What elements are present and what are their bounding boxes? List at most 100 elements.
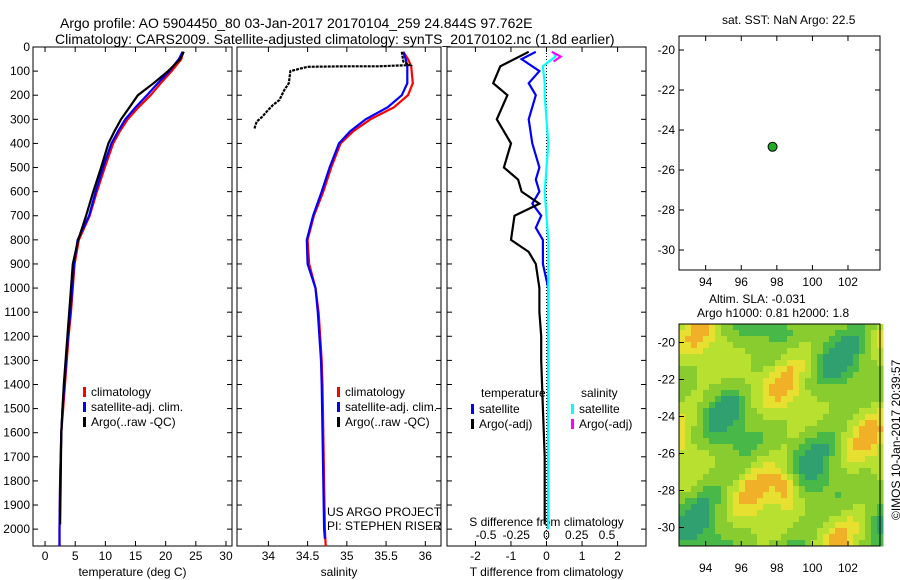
- heatmap-cell: [751, 420, 758, 427]
- heatmap-cell: [769, 534, 776, 541]
- heatmap-cell: [685, 438, 692, 445]
- heatmap-cell: [781, 420, 788, 427]
- heatmap-cell: [835, 414, 842, 421]
- heatmap-cell: [697, 474, 704, 481]
- legend-swatch: [471, 404, 474, 414]
- heatmap-cell: [757, 528, 764, 535]
- heatmap-cell: [739, 480, 746, 487]
- heatmap-cell: [763, 336, 770, 343]
- heatmap-cell: [727, 492, 734, 499]
- heatmap-cell: [817, 510, 824, 517]
- heatmap-cell: [691, 384, 698, 391]
- heatmap-cell: [757, 492, 764, 499]
- heatmap-cell: [823, 384, 830, 391]
- heatmap-cell: [805, 486, 812, 493]
- heatmap-cell: [763, 390, 770, 397]
- heatmap-cell: [763, 432, 770, 439]
- heatmap-cell: [715, 534, 722, 541]
- heatmap-cell: [751, 336, 758, 343]
- heatmap-cell: [769, 438, 776, 445]
- heatmap-cell: [823, 414, 830, 421]
- heatmap-cell: [679, 534, 686, 541]
- depth-tick-label: 1000: [3, 281, 30, 295]
- heatmap-cell: [859, 462, 866, 469]
- heatmap-cell: [763, 504, 770, 511]
- heatmap-cell: [859, 474, 866, 481]
- heatmap-cell: [817, 456, 824, 463]
- heatmap-cell: [727, 450, 734, 457]
- heatmap-cell: [679, 432, 686, 439]
- heatmap-cell: [739, 324, 746, 331]
- heatmap-cell: [733, 534, 740, 541]
- heatmap-cell: [829, 414, 836, 421]
- heatmap-cell: [679, 378, 686, 385]
- heatmap-cell: [841, 384, 848, 391]
- heatmap-cell: [835, 540, 842, 547]
- heatmap-cell: [793, 510, 800, 517]
- heatmap-cell: [697, 504, 704, 511]
- heatmap-cell: [781, 426, 788, 433]
- heatmap-cell: [679, 444, 686, 451]
- annotation-line: US ARGO PROJECT: [327, 505, 442, 519]
- heatmap-cell: [805, 516, 812, 523]
- heatmap-cell: [727, 528, 734, 535]
- heatmap-cell: [727, 510, 734, 517]
- heatmap-cell: [817, 384, 824, 391]
- heatmap-cell: [691, 396, 698, 403]
- heatmap-cell: [721, 336, 728, 343]
- heatmap-cell: [751, 396, 758, 403]
- heatmap-cell: [751, 450, 758, 457]
- depth-tick-label: 500: [10, 161, 30, 175]
- heatmap-cell: [781, 522, 788, 529]
- heatmap-cell: [715, 348, 722, 355]
- heatmap-cell: [721, 534, 728, 541]
- heatmap-cell: [829, 510, 836, 517]
- heatmap-cell: [709, 510, 716, 517]
- heatmap-cell: [793, 384, 800, 391]
- heatmap-cell: [847, 372, 854, 379]
- heatmap-cell: [757, 534, 764, 541]
- heatmap-cell: [691, 510, 698, 517]
- heatmap-cell: [865, 456, 872, 463]
- heatmap-cell: [709, 354, 716, 361]
- heatmap-cell: [781, 378, 788, 385]
- heatmap-cell: [745, 450, 752, 457]
- heatmap-cell: [691, 468, 698, 475]
- heatmap-cell: [811, 396, 818, 403]
- heatmap-cell: [817, 402, 824, 409]
- heatmap-cell: [865, 330, 872, 337]
- heatmap-cell: [829, 516, 836, 523]
- heatmap-cell: [853, 336, 860, 343]
- heatmap-cell: [847, 378, 854, 385]
- heatmap-cell: [793, 534, 800, 541]
- heatmap-cell: [793, 462, 800, 469]
- heatmap-cell: [799, 372, 806, 379]
- heatmap-cell: [865, 468, 872, 475]
- heatmap-cell: [769, 504, 776, 511]
- x-tick-label: 100: [802, 561, 822, 575]
- heatmap-cell: [775, 330, 782, 337]
- heatmap-cell: [703, 498, 710, 505]
- heatmap-cell: [733, 408, 740, 415]
- heatmap-cell: [823, 462, 830, 469]
- heatmap-cell: [709, 444, 716, 451]
- heatmap-cell: [757, 516, 764, 523]
- heatmap-cell: [859, 396, 866, 403]
- heatmap-cell: [829, 456, 836, 463]
- heatmap-cell: [745, 462, 752, 469]
- heatmap-cell: [697, 522, 704, 529]
- heatmap-cell: [691, 324, 698, 331]
- heatmap-cell: [733, 420, 740, 427]
- heatmap-cell: [739, 522, 746, 529]
- heatmap-cell: [829, 498, 836, 505]
- heatmap-cell: [739, 528, 746, 535]
- heatmap-cell: [817, 528, 824, 535]
- heatmap-cell: [787, 450, 794, 457]
- heatmap-cell: [799, 396, 806, 403]
- heatmap-cell: [715, 468, 722, 475]
- heatmap-cell: [727, 330, 734, 337]
- heatmap-cell: [871, 450, 878, 457]
- heatmap-cell: [793, 378, 800, 385]
- heatmap-cell: [751, 444, 758, 451]
- heatmap-cell: [727, 336, 734, 343]
